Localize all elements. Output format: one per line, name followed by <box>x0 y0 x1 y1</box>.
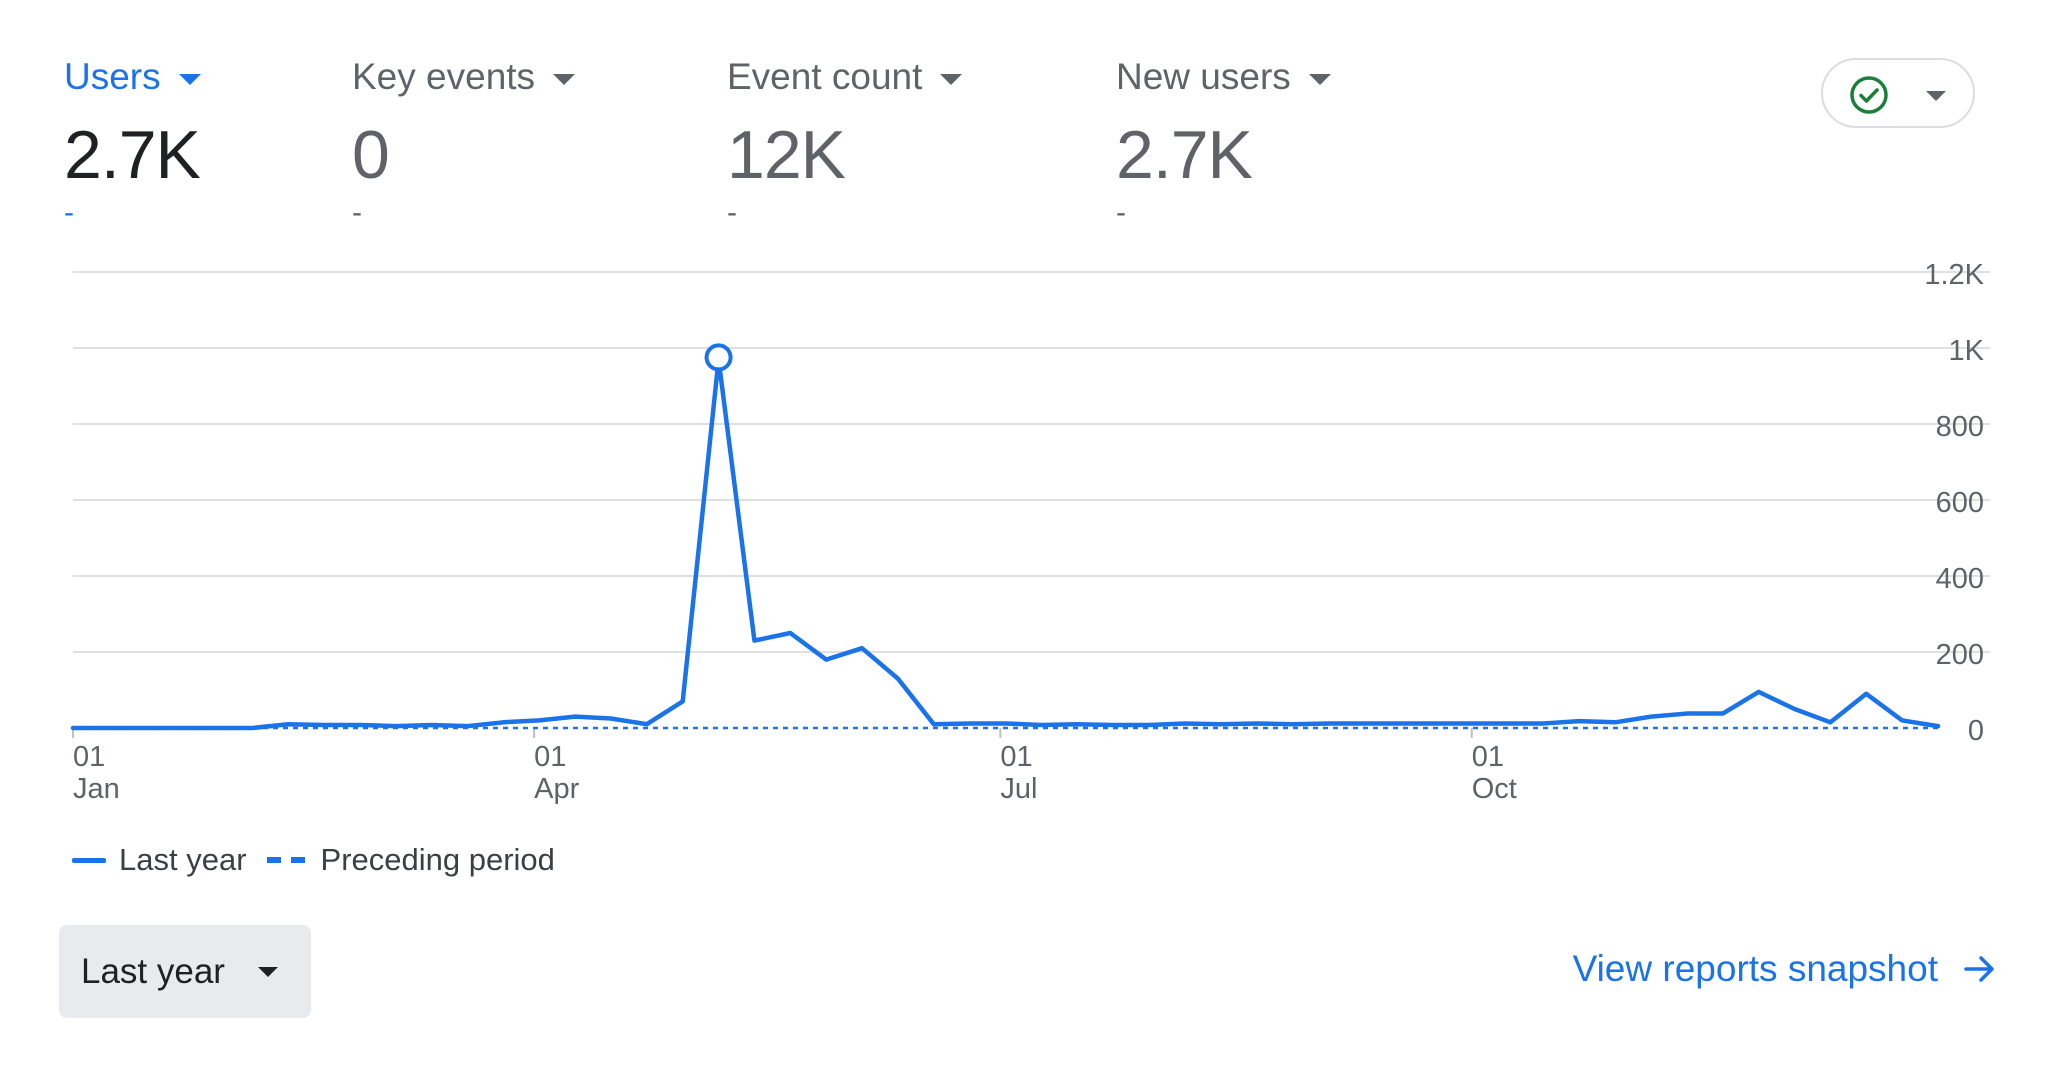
peak-point-marker <box>704 343 733 372</box>
metric-event-count-delta: - <box>727 196 737 229</box>
y-tick-label: 200 <box>1936 639 1984 671</box>
data-quality-dropdown[interactable] <box>1821 58 1975 128</box>
x-tick-label-month: Jan <box>73 773 120 805</box>
x-tick-label-day: 01 <box>1472 741 1504 773</box>
metric-users-header[interactable]: Users <box>64 52 201 102</box>
y-tick-label: 1K <box>1949 335 1985 367</box>
chevron-down-icon[interactable] <box>178 73 201 85</box>
metric-event-count-header[interactable]: Event count <box>727 52 963 102</box>
metric-users-label: Users <box>64 56 161 97</box>
arrow-right-icon <box>1964 956 1994 982</box>
metric-users-delta: - <box>64 196 74 229</box>
x-tick-label-month: Jul <box>1000 773 1037 805</box>
snapshot-link-label: View reports snapshot <box>1572 948 1938 989</box>
date-range-dropdown[interactable]: Last year <box>59 925 311 1018</box>
view-reports-snapshot-link[interactable]: View reports snapshot <box>1573 948 1998 990</box>
metric-key-events-delta: - <box>352 196 362 229</box>
legend-last-year: Last year <box>119 842 247 877</box>
metric-tab-key-events[interactable]: Key events 0 - <box>352 52 576 229</box>
y-axis: 0 200 400 600 800 1K 1.2K <box>1924 259 1984 747</box>
date-range-label: Last year <box>81 951 225 991</box>
chart-series <box>70 343 1941 731</box>
chevron-down-icon <box>258 967 278 977</box>
x-tick-label-day: 01 <box>1000 741 1032 773</box>
metric-new-users-header[interactable]: New users <box>1116 52 1331 102</box>
y-tick-label: 0 <box>1968 715 1984 747</box>
metric-new-users-value: 2.7K <box>1116 117 1253 193</box>
chart-gridlines <box>73 271 1990 653</box>
metric-tab-event-count[interactable]: Event count 12K - <box>727 52 963 229</box>
chevron-down-icon[interactable] <box>1308 73 1331 85</box>
metric-tab-users[interactable]: Users 2.7K - <box>64 52 201 228</box>
legend-dashed-line-swatch <box>266 857 305 863</box>
y-tick-label: 800 <box>1936 411 1984 443</box>
metric-users-value: 2.7K <box>64 117 201 193</box>
chevron-down-icon <box>1926 91 1946 101</box>
x-tick-label-day: 01 <box>73 741 105 773</box>
check-circle-icon <box>1850 76 1888 114</box>
x-tick-label-day: 01 <box>534 741 566 773</box>
chart-legend: Last year Preceding period <box>72 842 555 878</box>
y-tick-label: 1.2K <box>1924 259 1984 291</box>
metric-event-count-value: 12K <box>727 117 846 193</box>
x-tick-label-month: Oct <box>1472 773 1517 805</box>
metric-new-users-delta: - <box>1116 196 1126 229</box>
metric-new-users-label: New users <box>1116 56 1291 97</box>
chevron-down-icon[interactable] <box>553 73 576 85</box>
y-tick-label: 400 <box>1936 563 1984 595</box>
legend-preceding-period: Preceding period <box>320 842 555 877</box>
metric-event-count-label: Event count <box>727 56 923 97</box>
y-tick-label: 600 <box>1936 487 1984 519</box>
metric-key-events-header[interactable]: Key events <box>352 52 576 102</box>
metric-key-events-label: Key events <box>352 56 536 97</box>
chevron-down-icon[interactable] <box>940 73 963 85</box>
metric-tab-new-users[interactable]: New users 2.7K - <box>1116 52 1331 228</box>
metric-key-events-value: 0 <box>352 117 390 193</box>
series-line-last-year <box>70 357 1941 731</box>
x-tick-label-month: Apr <box>534 773 579 805</box>
legend-solid-line-swatch <box>72 857 106 863</box>
